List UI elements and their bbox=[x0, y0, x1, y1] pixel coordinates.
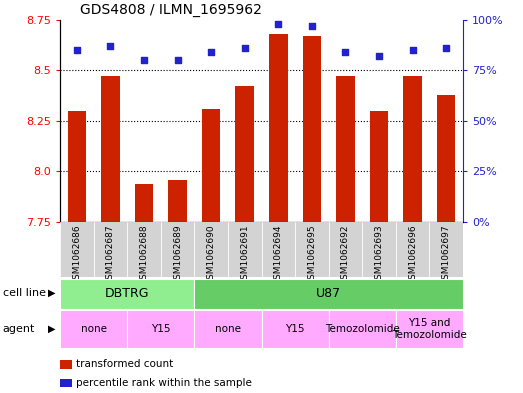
Text: none: none bbox=[81, 324, 107, 334]
Point bbox=[442, 45, 450, 51]
Text: transformed count: transformed count bbox=[76, 359, 173, 369]
Bar bbox=[60, 279, 195, 309]
Point bbox=[174, 57, 182, 63]
Text: Temozolomide: Temozolomide bbox=[325, 324, 400, 334]
Text: GSM1062694: GSM1062694 bbox=[274, 225, 283, 285]
Bar bbox=[262, 222, 295, 277]
Text: ▶: ▶ bbox=[48, 288, 55, 298]
Bar bbox=[303, 36, 321, 222]
Text: GSM1062696: GSM1062696 bbox=[408, 225, 417, 285]
Bar bbox=[127, 310, 195, 348]
Text: Y15 and
Temozolomide: Y15 and Temozolomide bbox=[392, 318, 467, 340]
Text: none: none bbox=[215, 324, 241, 334]
Text: GSM1062690: GSM1062690 bbox=[207, 225, 215, 285]
Bar bbox=[161, 222, 195, 277]
Bar bbox=[228, 222, 262, 277]
Bar bbox=[396, 310, 463, 348]
Bar bbox=[429, 222, 463, 277]
Bar bbox=[403, 76, 422, 222]
Text: DBTRG: DBTRG bbox=[105, 287, 150, 300]
Point bbox=[375, 53, 383, 59]
Bar bbox=[195, 279, 463, 309]
Text: agent: agent bbox=[3, 324, 35, 334]
Point bbox=[207, 49, 215, 55]
Bar bbox=[370, 111, 388, 222]
Bar bbox=[328, 222, 362, 277]
Point bbox=[341, 49, 349, 55]
Bar bbox=[127, 222, 161, 277]
Bar bbox=[94, 222, 127, 277]
Bar bbox=[168, 180, 187, 222]
Text: GSM1062686: GSM1062686 bbox=[72, 225, 82, 285]
Bar bbox=[362, 222, 396, 277]
Point bbox=[73, 47, 81, 53]
Bar bbox=[67, 111, 86, 222]
Text: GSM1062693: GSM1062693 bbox=[374, 225, 383, 285]
Text: GSM1062687: GSM1062687 bbox=[106, 225, 115, 285]
Point bbox=[308, 22, 316, 29]
Text: GSM1062692: GSM1062692 bbox=[341, 225, 350, 285]
Text: ▶: ▶ bbox=[48, 324, 55, 334]
Bar bbox=[295, 222, 328, 277]
Text: Y15: Y15 bbox=[286, 324, 305, 334]
Point bbox=[241, 45, 249, 51]
Bar bbox=[202, 109, 220, 222]
Text: GSM1062695: GSM1062695 bbox=[308, 225, 316, 285]
Text: GDS4808 / ILMN_1695962: GDS4808 / ILMN_1695962 bbox=[81, 3, 262, 17]
Point bbox=[106, 43, 115, 49]
Text: cell line: cell line bbox=[3, 288, 46, 298]
Text: GSM1062691: GSM1062691 bbox=[240, 225, 249, 285]
Point bbox=[274, 20, 282, 27]
Text: GSM1062689: GSM1062689 bbox=[173, 225, 182, 285]
Bar bbox=[336, 76, 355, 222]
Bar bbox=[437, 95, 456, 222]
Bar bbox=[60, 310, 127, 348]
Bar bbox=[195, 310, 262, 348]
Bar bbox=[235, 86, 254, 222]
Bar bbox=[195, 222, 228, 277]
Point bbox=[408, 47, 417, 53]
Text: U87: U87 bbox=[316, 287, 341, 300]
Point bbox=[140, 57, 148, 63]
Bar bbox=[269, 34, 288, 222]
Text: GSM1062697: GSM1062697 bbox=[441, 225, 451, 285]
Text: Y15: Y15 bbox=[151, 324, 170, 334]
Bar bbox=[60, 222, 94, 277]
Bar bbox=[396, 222, 429, 277]
Bar bbox=[262, 310, 328, 348]
Bar bbox=[328, 310, 396, 348]
Text: percentile rank within the sample: percentile rank within the sample bbox=[76, 378, 252, 388]
Text: GSM1062688: GSM1062688 bbox=[140, 225, 149, 285]
Bar bbox=[135, 184, 153, 222]
Bar bbox=[101, 76, 120, 222]
